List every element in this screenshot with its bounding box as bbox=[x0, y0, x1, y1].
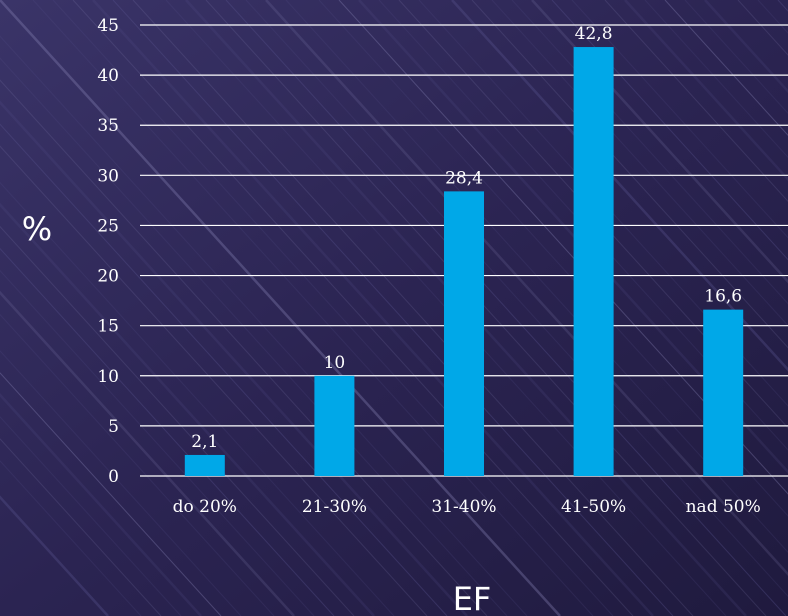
y-tick-label: 25 bbox=[97, 216, 119, 236]
bar bbox=[314, 375, 355, 476]
data-labels: 2,1 10 28,4 42,8 16,6 bbox=[191, 24, 742, 452]
data-label: 16,6 bbox=[704, 287, 742, 307]
y-axis-ticks: 0 5 10 15 20 25 30 35 40 45 bbox=[97, 16, 119, 487]
x-category-label: 31-40% bbox=[431, 497, 496, 517]
y-tick-label: 10 bbox=[97, 367, 119, 387]
bars bbox=[184, 47, 744, 476]
data-label: 2,1 bbox=[191, 432, 218, 452]
x-category-label: nad 50% bbox=[686, 497, 761, 517]
x-category-label: do 20% bbox=[173, 497, 237, 517]
y-tick-label: 5 bbox=[108, 417, 119, 437]
y-tick-label: 45 bbox=[97, 16, 119, 36]
x-category-label: 41-50% bbox=[561, 497, 626, 517]
bar bbox=[444, 191, 484, 476]
data-label: 10 bbox=[324, 353, 346, 373]
x-axis-title: EF bbox=[453, 580, 492, 616]
x-axis-categories: do 20% 21-30% 31-40% 41-50% nad 50% bbox=[173, 497, 761, 517]
bar bbox=[184, 454, 225, 476]
y-axis-title: % bbox=[22, 210, 52, 248]
data-label: 28,4 bbox=[445, 168, 483, 188]
y-tick-label: 30 bbox=[97, 166, 119, 186]
bar bbox=[703, 309, 744, 476]
data-label: 42,8 bbox=[575, 24, 613, 44]
y-tick-label: 15 bbox=[97, 317, 119, 337]
y-tick-label: 20 bbox=[97, 267, 119, 287]
y-tick-label: 0 bbox=[108, 467, 119, 487]
x-category-label: 21-30% bbox=[302, 497, 367, 517]
bar bbox=[573, 47, 614, 476]
y-tick-label: 35 bbox=[97, 116, 119, 136]
y-tick-label: 40 bbox=[97, 66, 119, 86]
